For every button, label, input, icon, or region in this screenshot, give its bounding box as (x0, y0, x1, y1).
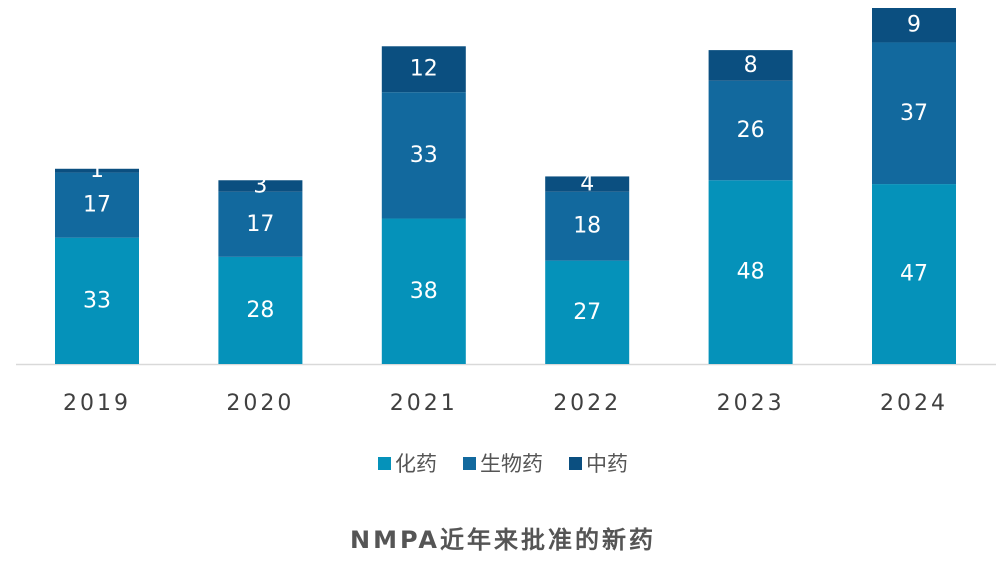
data-label-2019-2: 1 (90, 158, 104, 183)
data-label-2019-1: 17 (83, 193, 111, 218)
x-tick-label-2020: 2020 (226, 391, 294, 416)
data-label-2022-1: 18 (573, 214, 601, 239)
bar-segment-2023-2 (708, 50, 793, 81)
bar-segment-2020-1 (218, 191, 303, 257)
bar-segment-2021-0 (381, 218, 466, 364)
data-label-2024-0: 47 (900, 262, 928, 287)
data-label-2023-0: 48 (737, 260, 765, 285)
legend-swatch-biologic (463, 456, 476, 470)
bar-segment-2022-2 (545, 176, 630, 192)
legend: 化药 生物药 中药 (0, 448, 1006, 478)
x-tick-label-2024: 2024 (880, 391, 948, 416)
legend-item-biologic: 生物药 (463, 448, 543, 478)
bar-segment-2023-0 (708, 180, 793, 364)
bar-segment-2022-1 (545, 191, 630, 261)
data-label-2021-2: 12 (410, 57, 438, 82)
chart-title: NMPA近年来批准的新药 (350, 526, 656, 554)
bar-segment-2020-0 (218, 256, 303, 364)
legend-label-biologic: 生物药 (480, 452, 543, 476)
x-tick-label-2023: 2023 (717, 391, 785, 416)
x-tick-label-2019: 2019 (63, 391, 131, 416)
data-label-2024-2: 9 (907, 13, 921, 38)
bar-segment-2024-0 (872, 184, 956, 364)
legend-item-tcm: 中药 (569, 448, 628, 478)
legend-swatch-chemical (378, 456, 391, 470)
bar-segment-2022-0 (545, 260, 630, 364)
data-label-2022-2: 4 (580, 172, 594, 197)
data-label-2023-2: 8 (744, 53, 758, 78)
bar-segment-2024-1 (872, 42, 956, 185)
data-label-2020-2: 3 (253, 174, 267, 199)
legend-swatch-tcm (569, 456, 582, 470)
bar-segment-2021-1 (381, 92, 466, 219)
bar-segment-2024-2 (872, 8, 956, 43)
legend-item-chemical: 化药 (378, 448, 437, 478)
legend-label-tcm: 中药 (586, 452, 628, 476)
x-tick-label-2021: 2021 (390, 391, 458, 416)
data-label-2020-0: 28 (246, 298, 274, 323)
bar-segment-2019-2 (55, 168, 139, 173)
bar-segment-2020-2 (218, 180, 303, 192)
data-label-2023-1: 26 (737, 118, 765, 143)
data-label-2021-0: 38 (410, 279, 438, 304)
data-label-2022-0: 27 (573, 300, 601, 325)
x-tick-label-2022: 2022 (553, 391, 621, 416)
data-label-2020-1: 17 (246, 212, 274, 237)
bar-segment-2021-2 (381, 46, 466, 93)
legend-label-chemical: 化药 (395, 452, 437, 476)
bar-segment-2019-0 (55, 237, 139, 364)
bar-segment-2023-1 (708, 80, 793, 181)
data-label-2019-0: 33 (83, 288, 111, 313)
bar-segment-2019-1 (55, 172, 139, 238)
stacked-bar-chart: 33 17 1 2019 28 17 3 2020 38 33 12 2021 27 18 4 2022 48 2… (16, 8, 996, 416)
data-label-2021-1: 33 (410, 143, 438, 168)
data-label-2024-1: 37 (900, 101, 928, 126)
